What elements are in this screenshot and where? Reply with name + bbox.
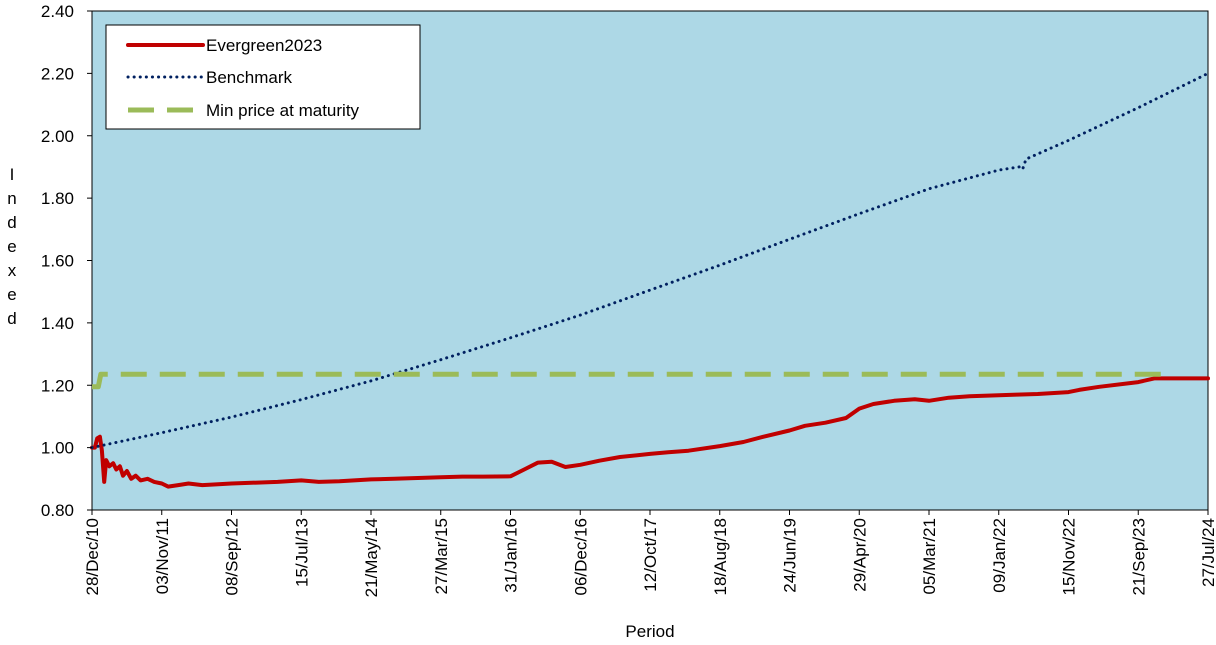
y-axis-title-letter: x xyxy=(8,261,17,280)
x-tick-label: 09/Jan/22 xyxy=(990,518,1009,593)
y-tick-label: 1.40 xyxy=(41,314,74,333)
y-tick-label: 2.00 xyxy=(41,127,74,146)
y-axis-title-letter: d xyxy=(7,213,16,232)
x-tick-label: 21/Sep/23 xyxy=(1129,518,1148,596)
x-tick-label: 15/Nov/22 xyxy=(1060,518,1079,596)
legend-label-evergreen2023: Evergreen2023 xyxy=(206,36,322,55)
x-tick-label: 05/Mar/21 xyxy=(920,518,939,595)
legend-label-benchmark: Benchmark xyxy=(206,68,292,87)
legend: Evergreen2023 Benchmark Min price at mat… xyxy=(105,24,421,130)
y-axis-title-letter: d xyxy=(7,309,16,328)
x-tick-label: 12/Oct/17 xyxy=(641,518,660,592)
y-axis-title-letter: e xyxy=(7,285,16,304)
y-axis: 0.80 1.00 1.20 1.40 1.60 1.80 2.00 2.20 2.40 xyxy=(41,2,92,520)
x-tick-label: 27/Jul/24 xyxy=(1199,518,1216,587)
y-tick-label: 1.00 xyxy=(41,439,74,458)
y-axis-title-letter: I xyxy=(10,165,15,184)
x-tick-label: 31/Jan/16 xyxy=(502,518,521,593)
legend-label-min-price-at-maturity: Min price at maturity xyxy=(206,101,360,120)
y-axis-title-letter: n xyxy=(7,189,16,208)
x-tick-label: 21/May/14 xyxy=(362,518,381,597)
series-layer xyxy=(90,71,1210,489)
series-line-benchmark xyxy=(90,71,1210,450)
x-tick-label: 27/Mar/15 xyxy=(432,518,451,595)
x-axis-title: Period xyxy=(625,622,674,641)
y-tick-label: 1.20 xyxy=(41,376,74,395)
y-tick-label: 0.80 xyxy=(41,501,74,520)
y-tick-label: 1.80 xyxy=(41,189,74,208)
x-tick-label: 18/Aug/18 xyxy=(711,518,730,596)
x-tick-label: 24/Jun/19 xyxy=(781,518,800,593)
y-axis-title-letter: e xyxy=(7,237,16,256)
y-tick-label: 2.40 xyxy=(41,2,74,21)
y-tick-label: 1.60 xyxy=(41,252,74,271)
y-tick-label: 2.20 xyxy=(41,64,74,83)
x-tick-label: 03/Nov/11 xyxy=(153,518,172,594)
x-tick-label: 28/Dec/10 xyxy=(83,518,102,596)
series-line-min-price-at-maturity xyxy=(92,371,1165,390)
x-tick-label: 06/Dec/16 xyxy=(571,518,590,596)
series-line-evergreen2023 xyxy=(90,376,1210,489)
x-tick-label: 08/Sep/12 xyxy=(223,518,242,596)
x-axis: 28/Dec/10 03/Nov/11 08/Sep/12 15/Jul/13 21/M… xyxy=(83,510,1216,597)
x-tick-label: 29/Apr/20 xyxy=(850,518,869,592)
x-tick-label: 15/Jul/13 xyxy=(292,518,311,587)
